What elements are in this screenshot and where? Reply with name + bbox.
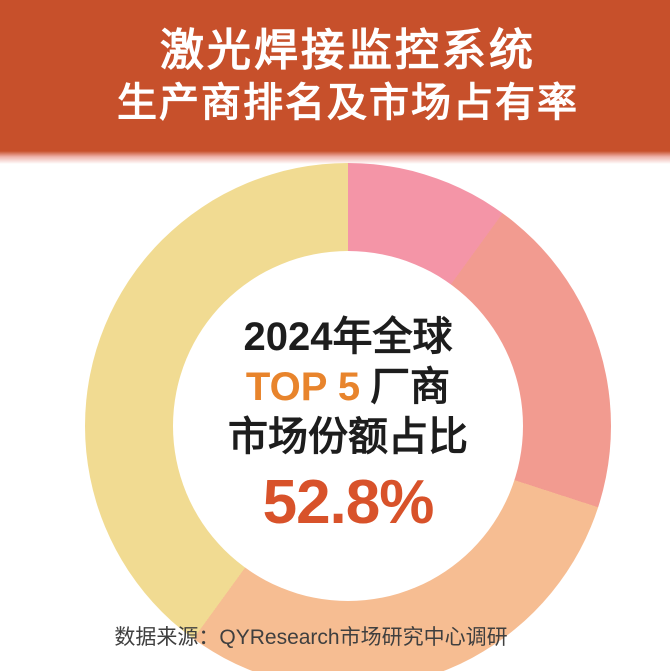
- donut-center-line-3: 市场份额占比: [228, 415, 468, 459]
- header-title-line-2: 生产商排名及市场占有率: [117, 80, 579, 125]
- donut-center-line-1: 2024年全球: [243, 315, 453, 359]
- donut-center-top5-label: TOP 5: [245, 365, 361, 409]
- header-title: 激光焊接监控系统 生产商排名及市场占有率: [13, 24, 670, 128]
- donut-center-vendor-label: 厂商: [370, 365, 451, 409]
- header-title-line-1: 激光焊接监控系统: [160, 25, 536, 75]
- footer-source-text: 数据来源：QYResearch市场研究中心调研: [114, 626, 508, 649]
- header-banner: 激光焊接监控系统 生产商排名及市场占有率: [0, 0, 670, 151]
- donut-center-line-2: TOP 5 厂商: [246, 362, 450, 412]
- donut-center-value: 52.8%: [262, 468, 435, 537]
- header-bottom-fade: [0, 151, 670, 164]
- donut-center-hole: 2024年全球 TOP 5 厂商 市场份额占比 52.8%: [173, 251, 523, 601]
